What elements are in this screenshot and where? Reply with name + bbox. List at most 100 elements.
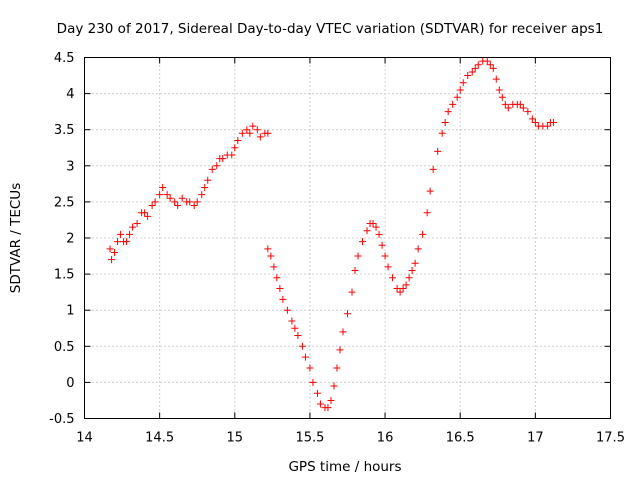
data-point (449, 100, 457, 108)
data-point (228, 151, 236, 159)
data-point (298, 342, 306, 350)
data-point (141, 209, 149, 217)
x-tick-label: 15.5 (295, 431, 324, 446)
data-point (234, 137, 242, 145)
plot-frame (84, 57, 611, 419)
data-point (528, 115, 536, 123)
data-point (363, 227, 371, 235)
y-tick-label: 1 (66, 304, 74, 319)
data-point (108, 256, 116, 264)
data-point (111, 248, 119, 256)
x-axis-title: GPS time / hours (288, 459, 401, 475)
y-tick-label: 2.5 (54, 195, 75, 210)
data-point (213, 162, 221, 170)
data-point (408, 266, 416, 274)
data-point (453, 93, 461, 101)
y-tick-label: 4.5 (54, 51, 75, 66)
data-point (336, 346, 344, 354)
data-point (519, 104, 527, 112)
data-point (495, 86, 503, 94)
y-tick-label: 1.5 (54, 268, 75, 283)
data-point (273, 274, 281, 282)
data-point (339, 328, 347, 336)
data-point (129, 223, 137, 231)
data-point (444, 108, 452, 116)
data-point (174, 202, 182, 210)
data-point (324, 404, 332, 412)
data-point (163, 191, 171, 199)
data-point (426, 187, 434, 195)
data-point (531, 118, 539, 126)
data-point (492, 75, 500, 83)
x-tick-label: 16.5 (446, 431, 475, 446)
data-point (133, 220, 141, 228)
y-tick-label: 2 (66, 232, 74, 247)
data-point (294, 331, 302, 339)
data-point (291, 324, 299, 332)
data-point (288, 317, 296, 325)
data-point (123, 238, 131, 246)
data-point (313, 389, 321, 397)
data-point (276, 285, 284, 293)
data-point (516, 100, 524, 108)
data-point (429, 165, 437, 173)
data-point (414, 245, 422, 253)
y-tick-labels: -0.5 0 0.5 1 1.5 2 2.5 3 3.5 4 4.5 (49, 51, 74, 427)
data-point (396, 288, 404, 296)
data-point (524, 108, 532, 116)
data-point (393, 285, 401, 293)
y-tick-label: 3 (66, 159, 74, 174)
data-point (423, 209, 431, 217)
y-tick-label: 0 (66, 376, 74, 391)
x-tick-label: 16 (377, 431, 394, 446)
grid (84, 57, 611, 419)
y-tick-label: -0.5 (49, 412, 74, 427)
data-point (543, 122, 551, 130)
data-point (256, 133, 264, 141)
data-point (114, 238, 122, 246)
data-point (178, 194, 186, 202)
data-point (419, 230, 427, 238)
data-point (441, 118, 449, 126)
data-point (316, 400, 324, 408)
data-point (106, 245, 114, 253)
data-point (171, 198, 179, 206)
data-point (283, 306, 291, 314)
data-point (148, 202, 156, 210)
data-point (486, 61, 494, 69)
data-point (267, 252, 275, 260)
data-point (351, 266, 359, 274)
data-point (249, 122, 257, 130)
series-segment-1 (106, 122, 272, 264)
data-point (301, 353, 309, 361)
data-point (270, 263, 278, 271)
data-point (389, 274, 397, 282)
data-point (438, 129, 446, 137)
data-point (333, 364, 341, 372)
x-tick-label: 14.5 (145, 431, 174, 446)
y-tick-label: 3.5 (54, 123, 75, 138)
chart-title: Day 230 of 2017, Sidereal Day-to-day VTE… (57, 21, 604, 37)
data-point (201, 183, 209, 191)
data-point (198, 191, 206, 199)
data-point (354, 252, 362, 260)
x-tick-label: 17.5 (596, 431, 625, 446)
series-segment-2 (264, 57, 557, 412)
data-point (375, 230, 383, 238)
data-point (369, 220, 377, 228)
data-point (306, 364, 314, 372)
x-tick-label: 14 (76, 431, 93, 446)
data-point (246, 129, 254, 137)
data-point (348, 288, 356, 296)
data-point (208, 165, 216, 173)
data-point (190, 202, 198, 210)
data-point (405, 274, 413, 282)
data-point (399, 285, 407, 293)
data-point (501, 100, 509, 108)
data-point (344, 310, 351, 318)
data-point (193, 198, 201, 206)
data-point (549, 118, 557, 126)
data-point (166, 194, 174, 202)
data-point (402, 281, 410, 289)
